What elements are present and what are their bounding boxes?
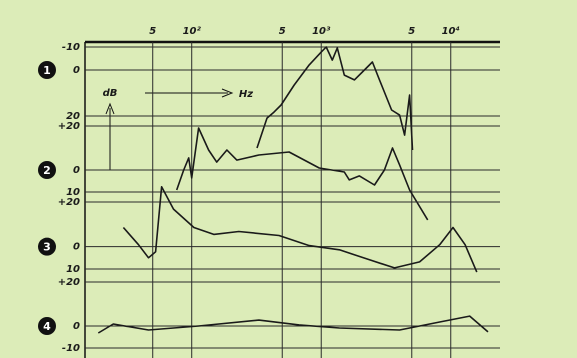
- y-tick-label: 20: [66, 111, 80, 122]
- panel-badge: [38, 61, 56, 79]
- panel-badge: [38, 237, 56, 256]
- panel-label: 3: [43, 241, 51, 254]
- y-tick-label: -10: [62, 42, 80, 53]
- response-curve: [256, 46, 414, 151]
- panel-label: 2: [43, 164, 51, 177]
- x-tick-label: 10²: [183, 26, 202, 37]
- response-curve: [175, 127, 429, 221]
- x-tick-label: 10³: [312, 26, 331, 37]
- x-tick-label: 5: [408, 26, 415, 37]
- y-tick-label: +20: [58, 197, 80, 208]
- response-curve: [122, 186, 478, 273]
- y-tick-label: -10: [62, 343, 80, 354]
- y-tick-label: 0: [73, 321, 80, 332]
- x-tick-label: 5: [279, 26, 286, 37]
- y-tick-label: 0: [73, 242, 80, 253]
- x-axis-label: Hz: [239, 89, 253, 100]
- y-tick-label: 0: [73, 165, 80, 176]
- panel-badge: [38, 161, 56, 179]
- y-tick-label: +20: [58, 121, 80, 132]
- arrow-head: [105, 102, 115, 115]
- response-curve: [97, 315, 489, 334]
- y-tick-label: +20: [58, 277, 80, 288]
- y-tick-label: 10: [66, 264, 80, 275]
- x-tick-label: 10⁴: [442, 26, 460, 37]
- arrow-head: [221, 88, 234, 98]
- panel-label: 1: [43, 64, 51, 77]
- panel-badge: [38, 317, 56, 335]
- y-tick-label: 10: [66, 187, 80, 198]
- y-axis-label: dB: [103, 88, 118, 99]
- panel-label: 4: [43, 320, 51, 333]
- y-tick-label: 0: [73, 65, 80, 76]
- x-tick-label: 5: [149, 26, 156, 37]
